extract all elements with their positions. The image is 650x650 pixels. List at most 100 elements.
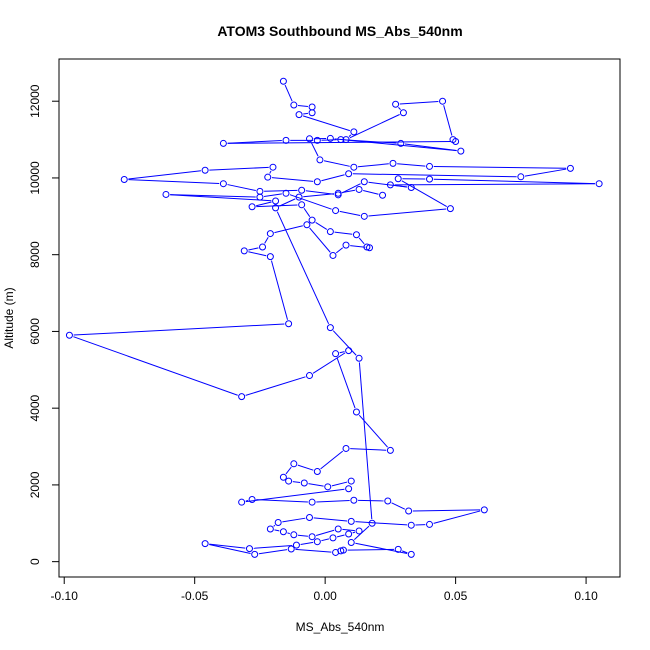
series-segment [339,351,345,354]
series-segment [256,201,272,207]
data-point [279,473,287,481]
series-segment [297,534,308,537]
series-segment [302,115,350,132]
data-point [397,139,405,147]
series-segment [321,538,330,542]
data-point [240,247,248,255]
series-segment [342,528,355,532]
data-point [65,331,73,339]
series-segment [394,184,408,188]
data-point [285,477,293,485]
series-segment [274,225,303,234]
series-segment [352,173,517,178]
x-tick-label: -0.10 [51,589,79,603]
x-tick-label: 0.05 [444,589,468,603]
data-point [308,533,316,541]
series-segment [342,189,356,194]
series-segment [391,502,406,510]
series-segment [349,114,400,139]
data-point [386,446,394,454]
data-point [316,156,324,164]
series-segment [303,207,311,217]
series-segment [313,517,348,522]
data-point [219,139,227,147]
series-segment [300,541,314,545]
series-segment [358,362,373,520]
data-point [326,228,334,236]
data-point [394,175,402,183]
data-point [248,203,256,211]
series-points [65,77,603,558]
data-point [399,109,407,117]
data-point [308,216,316,224]
series-segment [350,245,366,248]
series-segment [412,509,481,512]
series-segment [73,323,285,336]
data-point [334,525,342,533]
data-point [248,495,256,503]
series-segment [355,521,408,526]
data-point [290,101,298,109]
series-segment [443,105,453,136]
data-point [219,180,227,188]
data-point [308,109,316,117]
data-point [360,212,368,220]
data-point [355,185,363,193]
data-point [287,545,295,553]
series-segment [248,247,259,251]
data-point [384,497,392,505]
data-point [345,530,353,538]
series-segment [287,532,290,535]
series-segment [315,529,335,537]
data-point [313,538,321,546]
data-point [347,477,355,485]
data-point [298,186,306,194]
series-segment [397,163,426,167]
series-segment [284,84,293,102]
data-point [285,320,293,328]
series-segment [270,260,288,320]
series-segment [336,357,356,409]
data-point [342,444,350,452]
data-point [480,506,488,514]
data-point [345,485,353,493]
data-point [279,77,287,85]
series-segment [320,450,344,470]
data-point [329,534,337,542]
x-axis-label: MS_Abs_540nm [296,620,385,634]
data-point [274,519,282,527]
data-point [305,372,313,380]
series-segment [398,107,401,110]
series-segment [316,499,350,503]
data-point [426,520,434,528]
data-point [355,354,363,362]
data-point [313,178,321,186]
series-segment [352,531,356,534]
series-segment [303,112,309,115]
data-point [339,546,347,554]
series-segment [350,448,387,451]
series-segment [73,336,238,396]
series-segment [256,499,308,503]
series-segment [274,529,280,532]
data-point [303,221,311,229]
series-segment [209,543,246,549]
data-point [251,550,259,558]
series-segment [258,549,288,555]
data-point [379,191,387,199]
data-point [342,136,350,144]
series-segment [292,481,301,483]
data-point [386,181,394,189]
series-segment [227,184,256,192]
series-segment [297,104,308,108]
series-segment [245,500,249,502]
data-point [389,159,397,167]
data-point [345,170,353,178]
series-segment [273,524,276,527]
data-point [120,175,128,183]
y-tick-label: 4000 [28,395,42,422]
data-point [282,136,290,144]
series-segment [282,517,306,523]
series-segment [279,198,296,207]
series-segment [271,177,314,182]
